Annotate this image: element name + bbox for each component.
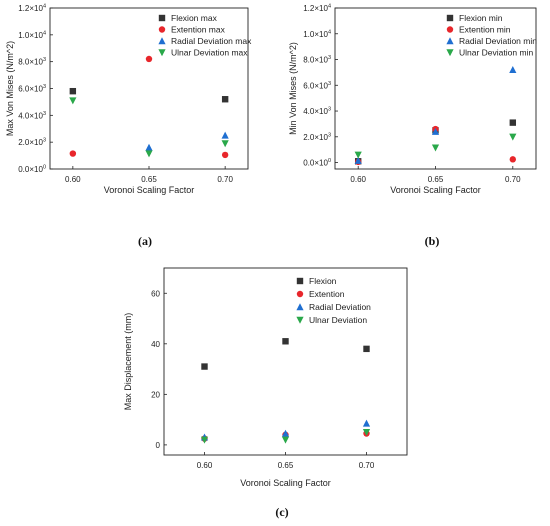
y-axis-label: Max Displacement (mm) — [123, 313, 133, 411]
legend-label: Flexion min — [459, 13, 503, 23]
legend-label: Extention min — [459, 25, 511, 35]
legend-label: Radial Deviation max — [171, 36, 252, 46]
chart-panel-1: 0.0×100 2.0×103 4.0×103 6.0×103 8.0×103 1.0×1… — [5, 4, 252, 249]
data-point — [362, 429, 371, 437]
plot-frame — [163, 267, 408, 456]
data-point — [363, 345, 370, 353]
x-tick-label: 0.70 — [505, 175, 521, 184]
data-point — [200, 436, 209, 444]
data-point — [145, 150, 153, 158]
legend-marker — [446, 37, 454, 45]
data-point — [362, 419, 371, 427]
data-point — [354, 156, 362, 164]
data-point — [509, 133, 517, 141]
legend-marker — [158, 49, 166, 57]
data-point — [431, 144, 440, 152]
x-tick-label: 0.65 — [141, 175, 157, 184]
legend-marker — [158, 37, 166, 45]
y-tick-label: 2.0×103 — [303, 132, 331, 142]
legend-marker — [446, 14, 454, 22]
y-tick-label: 1.0×104 — [303, 29, 331, 39]
legend-marker — [296, 316, 304, 324]
legend-label: Ulnar Deviation min — [459, 48, 533, 58]
legend-label: Radial Deviation min — [459, 36, 537, 46]
legend-marker — [158, 14, 166, 22]
legend-label: Extention max — [171, 25, 226, 35]
data-point — [282, 338, 289, 345]
y-tick-label: 8.0×103 — [303, 55, 331, 65]
data-point — [145, 55, 153, 63]
legend-label: Extention — [309, 289, 345, 299]
legend-marker — [296, 303, 304, 311]
y-tick-label: 0.0×100 — [303, 158, 331, 168]
y-tick-label: 2.0×103 — [18, 138, 46, 148]
data-point — [509, 119, 517, 126]
y-tick-label: 1.0×104 — [18, 30, 46, 40]
y-tick-label: 8.0×103 — [18, 57, 46, 67]
data-point — [201, 363, 208, 370]
x-tick-label: 0.70 — [359, 461, 375, 470]
y-tick-label: 40 — [151, 340, 160, 349]
x-tick-label: 0.70 — [217, 175, 233, 184]
y-axis-label: Min Von Mises (N/m^2) — [288, 42, 298, 135]
y-tick-label: 1.2×104 — [303, 4, 331, 14]
legend-label: Ulnar Deviation max — [171, 48, 248, 58]
x-tick-label: 0.60 — [197, 461, 213, 470]
y-axis-label: Max Von Mises (N/m^2) — [5, 41, 15, 136]
y-tick-label: 0 — [156, 441, 161, 450]
data-point — [354, 151, 362, 159]
data-point — [509, 156, 517, 163]
x-axis-label: Voronoi Scaling Factor — [240, 478, 331, 488]
x-axis-label: Voronoi Scaling Factor — [104, 185, 195, 195]
y-tick-label: 0.0×100 — [18, 165, 46, 175]
legend-marker — [296, 290, 304, 298]
data-point — [69, 150, 77, 157]
data-point — [69, 97, 77, 105]
x-tick-label: 0.65 — [278, 461, 294, 470]
data-point — [221, 131, 229, 139]
chart-panel-2: 0.0×100 2.0×103 4.0×103 6.0×103 8.0×103 1.0×1… — [288, 4, 537, 249]
legend-marker — [446, 49, 454, 57]
x-tick-label: 0.60 — [350, 175, 366, 184]
data-point — [431, 127, 440, 135]
y-tick-label: 4.0×103 — [18, 111, 46, 121]
y-tick-label: 20 — [151, 390, 160, 399]
legend-marker — [446, 26, 454, 33]
x-axis-label: Voronoi Scaling Factor — [390, 185, 481, 195]
legend-label: Flexion max — [171, 13, 218, 23]
chart-panel-3: 0 20 40 60 0.60 0.65 0.70 Voronoi Scaling Facto… — [123, 267, 408, 519]
legend-marker — [158, 26, 166, 33]
legend-label: Ulnar Deviation — [309, 315, 367, 325]
legend-marker — [296, 277, 304, 285]
data-point — [509, 66, 517, 74]
data-point — [69, 87, 77, 95]
legend-label: Flexion — [309, 276, 337, 286]
data-point — [221, 96, 229, 103]
data-point — [281, 429, 290, 437]
y-tick-label: 6.0×103 — [18, 84, 46, 94]
data-point — [145, 143, 153, 151]
y-tick-label: 4.0×103 — [303, 107, 331, 117]
data-point — [281, 436, 290, 444]
data-point — [221, 151, 229, 159]
x-tick-label: 0.65 — [428, 175, 444, 184]
panel-caption: (c) — [275, 505, 288, 519]
panel-caption: (a) — [138, 234, 152, 248]
data-point — [221, 140, 229, 148]
y-tick-label: 1.2×104 — [18, 4, 46, 14]
x-tick-label: 0.60 — [65, 175, 81, 184]
legend-label: Radial Deviation — [309, 302, 371, 312]
panel-caption: (b) — [425, 234, 440, 248]
y-tick-label: 60 — [151, 289, 160, 298]
y-tick-label: 6.0×103 — [303, 81, 331, 91]
